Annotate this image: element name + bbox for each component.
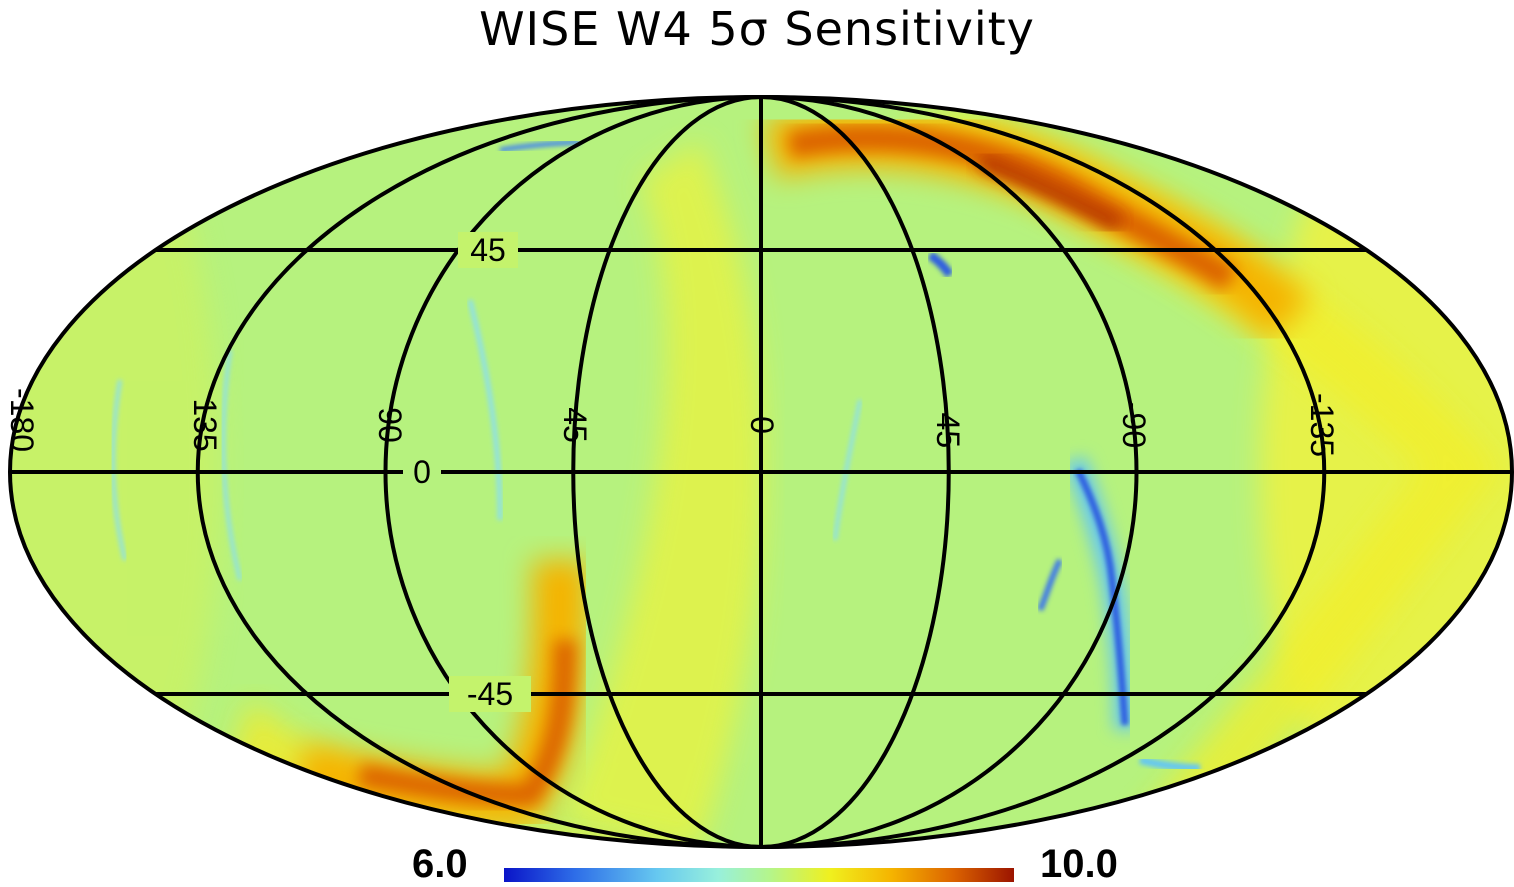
blue-streak-top [499, 139, 581, 153]
blue-spot-north [927, 251, 954, 278]
svg-text:-135: -135 [1304, 393, 1340, 457]
longitude-label: -45 [930, 402, 966, 448]
longitude-label: 90 [372, 407, 408, 443]
latitude-label: 0 [413, 454, 431, 490]
svg-text:135: 135 [187, 398, 223, 451]
north-arc-darkred [977, 152, 1124, 233]
svg-text:-90: -90 [1116, 402, 1152, 448]
colorbar-max-label: 10.0 [1040, 842, 1118, 886]
svg-text:0: 0 [744, 416, 780, 434]
svg-text:45: 45 [470, 232, 506, 268]
colorbar-min-label: 6.0 [412, 842, 468, 886]
longitude-label: 45 [557, 407, 593, 443]
cyan-streak-far-west [221, 349, 242, 581]
svg-text:-45: -45 [467, 676, 513, 712]
longitude-label: -90 [1116, 402, 1152, 448]
graticule [8, 95, 1514, 849]
blue-streak-bottom [1139, 756, 1201, 772]
latitude-label: -45 [467, 676, 513, 712]
graticule-labels: -180 135 90 45 0 -45 -90 -135 45 0 -45 [4, 232, 1340, 712]
longitude-label: 0 [744, 416, 780, 434]
svg-text:90: 90 [372, 407, 408, 443]
blue-streak-small [1037, 558, 1063, 612]
svg-text:-180: -180 [4, 388, 40, 452]
colorbar [504, 868, 1014, 882]
longitude-label: -180 [4, 388, 40, 452]
svg-text:45: 45 [557, 407, 593, 443]
longitude-label: 135 [187, 398, 223, 451]
cyan-streak-west [467, 299, 503, 521]
chart-title: WISE W4 5σ Sensitivity [479, 2, 1035, 56]
latitude-label: 45 [470, 232, 506, 268]
blue-streak-core [1074, 468, 1129, 726]
longitude-label: -135 [1304, 393, 1340, 457]
svg-text:-45: -45 [930, 402, 966, 448]
north-arc-red [787, 125, 1238, 291]
svg-text:0: 0 [413, 454, 431, 490]
yellow-band-center [560, 140, 764, 847]
